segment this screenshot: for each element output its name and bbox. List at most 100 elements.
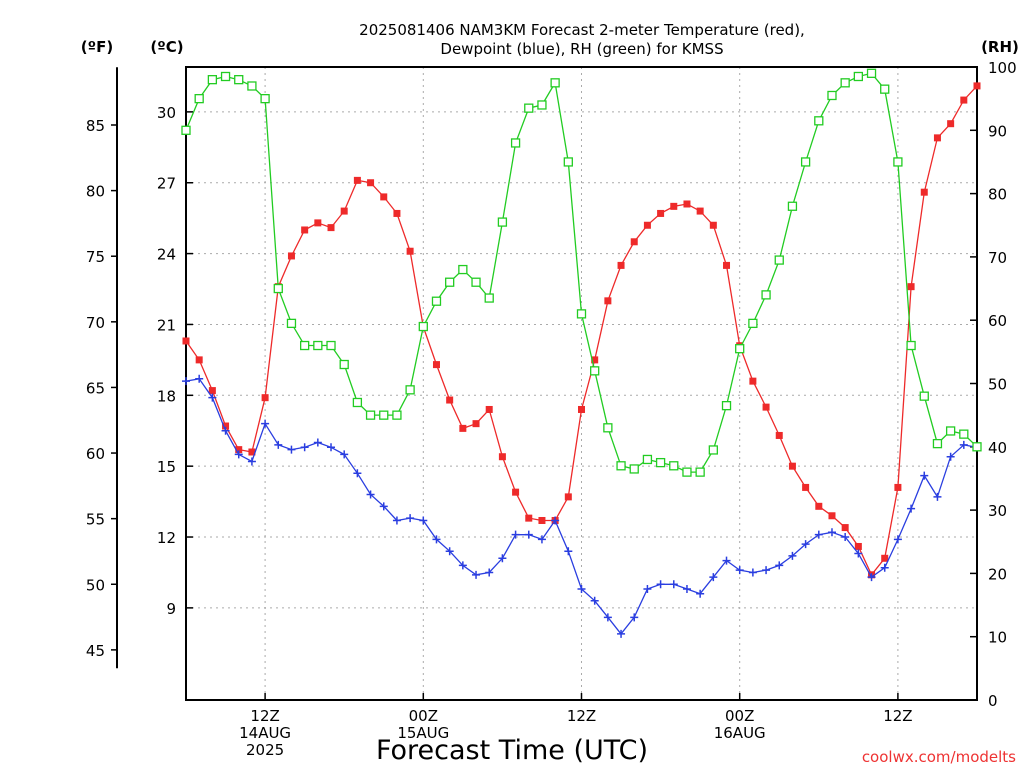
rh-point — [945, 426, 956, 436]
x-tick-label: 14AUG — [239, 724, 291, 742]
fahrenheit-tick-label: 45 — [86, 642, 105, 660]
dewpoint-point — [603, 613, 612, 622]
dewpoint-point — [485, 568, 494, 577]
dewpoint-point — [247, 457, 256, 466]
temperature-point — [841, 524, 849, 532]
temperature-point — [235, 446, 243, 454]
rh-point — [234, 75, 244, 85]
temperature-line — [185, 85, 978, 577]
temperature-point — [947, 120, 955, 128]
dewpoint-point — [432, 535, 441, 544]
temperature-point — [406, 247, 414, 255]
temperature-point — [973, 82, 981, 90]
rh-point — [405, 385, 415, 395]
rh-point — [365, 410, 376, 420]
temperature-point — [762, 403, 770, 411]
celsius-tick-label: 21 — [157, 316, 176, 334]
rh-point — [919, 391, 929, 401]
dewpoint-point — [406, 514, 415, 523]
rh-point — [972, 442, 982, 452]
temperature-point — [353, 176, 361, 184]
dewpoint-point — [221, 426, 230, 435]
temperature-point — [538, 516, 546, 524]
x-tick-label: 16AUG — [714, 724, 766, 742]
rh-tick-label: 100 — [988, 59, 1017, 77]
rh-point — [959, 429, 969, 439]
rh-unit-label: (RH) — [981, 38, 1019, 56]
fahrenheit-tick-label: 80 — [86, 183, 105, 201]
temperature-point — [367, 179, 375, 187]
dewpoint-point — [353, 469, 362, 478]
rh-point — [669, 461, 679, 471]
dewpoint-point — [907, 504, 916, 513]
temperature-point — [723, 261, 731, 269]
rh-point — [840, 78, 850, 88]
dewpoint-point — [656, 580, 665, 589]
rh-point — [735, 344, 745, 354]
temperature-point — [630, 238, 638, 246]
dewpoint-point — [313, 438, 322, 447]
rh-tick-label: 30 — [988, 502, 1007, 520]
dewpoint-point — [287, 445, 296, 454]
dewpoint-point — [735, 566, 744, 575]
series-dewpoint — [182, 374, 981, 638]
chart-title-line-2: Dewpoint (blue), RH (green) for KMSS — [440, 40, 723, 58]
rh-point — [906, 340, 916, 351]
rh-point — [326, 340, 336, 351]
temperature-point — [261, 394, 269, 402]
rh-point — [537, 100, 547, 110]
rh-point — [471, 277, 481, 287]
temperature-point — [248, 448, 256, 456]
rh-point — [550, 78, 560, 88]
temperature-point — [881, 554, 889, 562]
rh-point — [866, 68, 877, 78]
plot-border — [185, 66, 978, 701]
temperature-point — [749, 377, 757, 385]
dewpoint-point — [458, 561, 467, 570]
rh-tick-label: 10 — [988, 629, 1007, 647]
temperature-point — [828, 512, 836, 520]
rh-point — [787, 201, 798, 211]
x-tick-label: 15AUG — [397, 724, 449, 742]
temperature-point — [907, 283, 915, 291]
dewpoint-point — [775, 561, 784, 570]
rh-point — [207, 75, 218, 85]
temperature-point — [960, 96, 968, 104]
dewpoint-point — [234, 450, 243, 459]
rh-point — [761, 290, 771, 300]
dewpoint-point — [511, 530, 520, 539]
rh-point — [299, 340, 310, 351]
fahrenheit-tick-label: 70 — [86, 314, 105, 332]
dewpoint-point — [195, 374, 204, 383]
dewpoint-point — [643, 584, 652, 593]
rh-point — [576, 309, 587, 319]
dewpoint-point — [762, 566, 771, 575]
temperature-point — [657, 209, 665, 217]
fahrenheit-tick-label: 50 — [86, 576, 105, 594]
temperature-point — [578, 405, 585, 413]
rh-point — [629, 464, 639, 474]
temperature-point — [696, 207, 704, 215]
temperature-point — [485, 405, 493, 413]
series-temperature — [182, 82, 981, 579]
x-tick-label: 12Z — [883, 707, 912, 725]
series-rh — [181, 68, 982, 477]
fahrenheit-tick-label: 75 — [86, 248, 105, 266]
rh-point — [748, 318, 758, 329]
temperature-point — [182, 337, 190, 345]
rh-point — [853, 71, 863, 82]
temperature-point — [854, 542, 862, 550]
celsius-tick-label: 27 — [157, 175, 176, 193]
temperature-point — [314, 219, 322, 227]
x-axis-label: Forecast Time (UTC) — [376, 735, 648, 766]
rh-point — [590, 366, 600, 376]
dewpoint-point — [841, 533, 850, 542]
temperature-point — [617, 261, 625, 269]
rh-point — [893, 157, 903, 167]
temperature-point — [432, 361, 440, 369]
dewpoint-point — [880, 563, 889, 572]
temperature-point — [788, 462, 796, 470]
chart-title-line-1: 2025081406 NAM3KM Forecast 2-meter Tempe… — [359, 21, 805, 39]
rh-tick-label: 20 — [988, 565, 1007, 583]
rh-point — [524, 103, 534, 113]
